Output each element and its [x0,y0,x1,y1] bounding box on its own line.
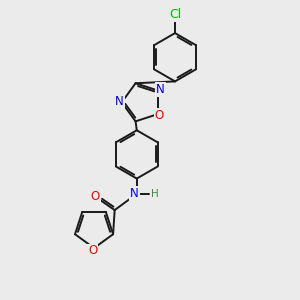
Text: N: N [156,82,165,96]
Text: Cl: Cl [169,8,181,21]
Text: O: O [88,244,97,257]
Text: N: N [115,95,124,108]
Text: H: H [151,189,158,199]
Text: O: O [90,190,100,203]
Text: O: O [155,109,164,122]
Text: N: N [130,188,139,200]
